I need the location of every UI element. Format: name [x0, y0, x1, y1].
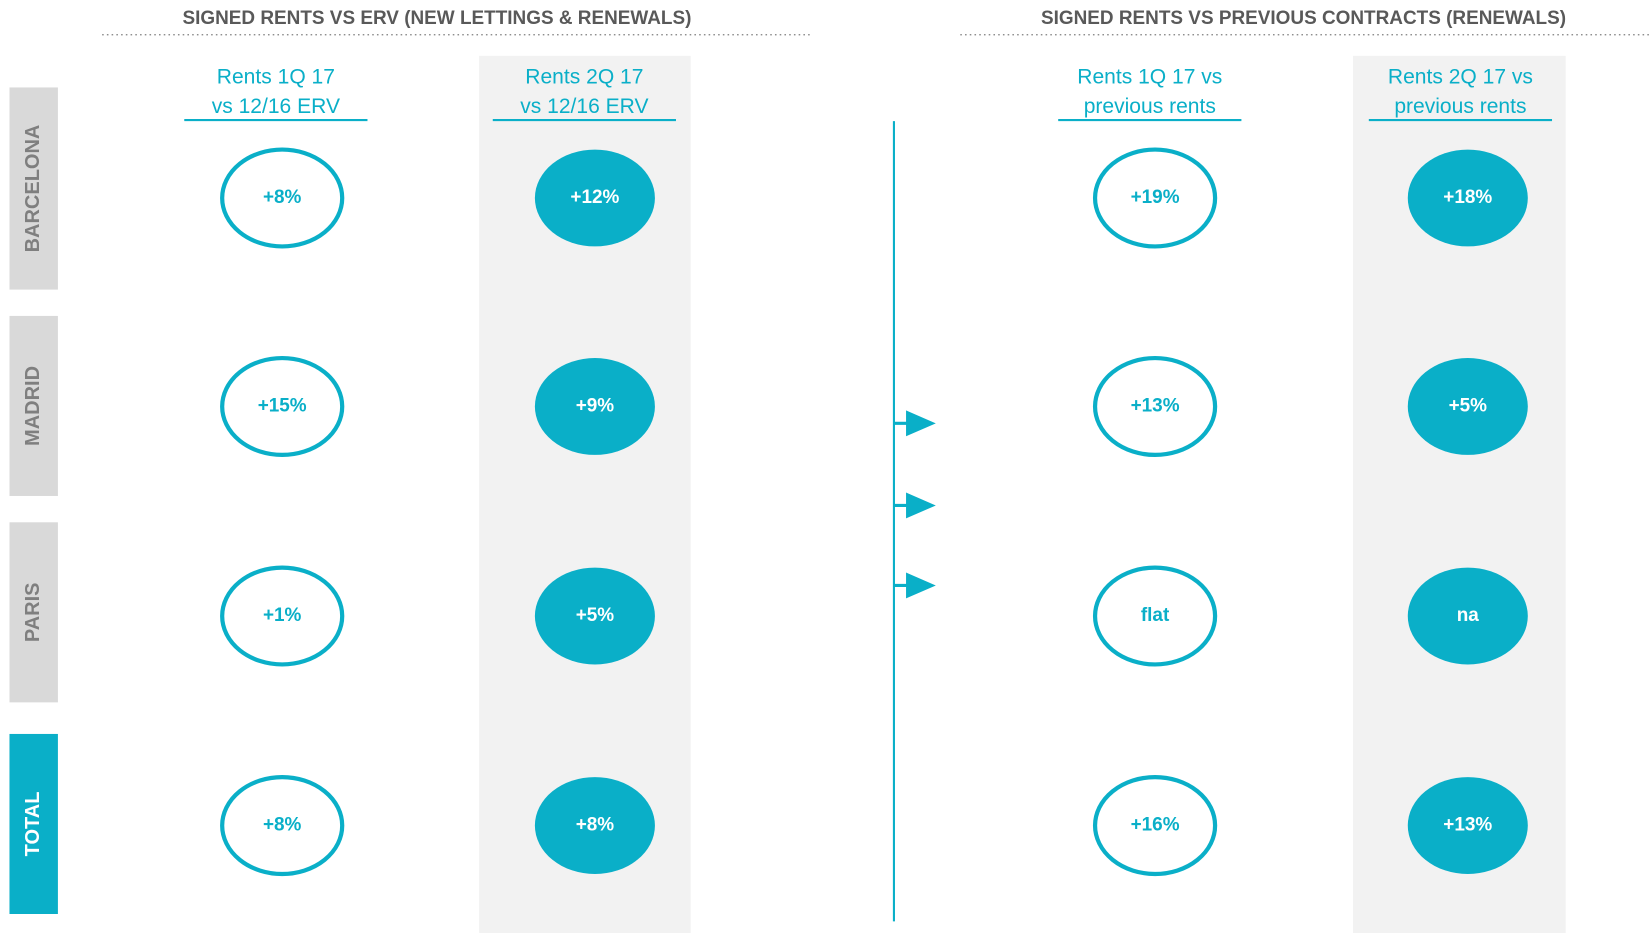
- outlined-bubble: [1092, 565, 1218, 667]
- filled-bubble: [534, 149, 655, 247]
- bubble-value: +19%: [1131, 187, 1180, 208]
- arrow-head: [906, 492, 936, 519]
- filled-bubble: [534, 777, 655, 874]
- filled-bubble: [534, 567, 655, 665]
- bubble-value: +8%: [263, 187, 302, 208]
- outlined-bubble: [220, 775, 345, 877]
- bubble-value: +9%: [576, 395, 615, 416]
- bubble-value: +13%: [1131, 395, 1180, 416]
- bubble-value: flat: [1141, 605, 1170, 626]
- bubble-value: +13%: [1443, 815, 1492, 836]
- bubble-value: na: [1457, 605, 1480, 626]
- bubble-value: +8%: [263, 815, 302, 836]
- outlined-bubble: [1092, 355, 1218, 458]
- bubble-value: +5%: [576, 605, 615, 626]
- outlined-bubble: [220, 565, 345, 667]
- arrows: [893, 410, 936, 599]
- bubble-value: +12%: [570, 187, 619, 208]
- column-header: vs 12/16 ERV: [212, 95, 340, 118]
- filled-bubble: [534, 358, 655, 455]
- filled-bubble: [1407, 777, 1528, 874]
- section-title: SIGNED RENTS VS PREVIOUS CONTRACTS (RENE…: [1041, 8, 1566, 29]
- column-header: Rents 1Q 17: [217, 66, 335, 89]
- column-header: vs 12/16 ERV: [520, 95, 648, 118]
- bubble-value: +1%: [263, 605, 302, 626]
- bubble-value: +16%: [1131, 815, 1180, 836]
- row-label: BARCELONA: [22, 125, 44, 253]
- row-label: TOTAL: [22, 792, 44, 857]
- row-label-box: [9, 733, 58, 914]
- column-header: Rents 1Q 17 vs: [1077, 66, 1222, 89]
- column-header: previous rents: [1084, 95, 1216, 118]
- row-label-box: [9, 522, 58, 703]
- bubble-value: +15%: [258, 395, 307, 416]
- row-label-box: [9, 87, 58, 290]
- outlined-bubble: [220, 147, 345, 249]
- arrow-head: [906, 572, 936, 599]
- column-header: previous rents: [1394, 95, 1526, 118]
- outlined-bubble: [1092, 147, 1218, 249]
- row-label: MADRID: [22, 366, 44, 446]
- column-header: Rents 2Q 17 vs: [1388, 66, 1533, 89]
- outlined-bubble: [220, 355, 345, 458]
- filled-bubble: [1407, 567, 1528, 665]
- filled-bubble: [1407, 149, 1528, 247]
- outlined-bubble: [1092, 775, 1218, 877]
- row-label-box: [9, 315, 58, 496]
- section-title: SIGNED RENTS VS ERV (NEW LETTINGS & RENE…: [183, 8, 692, 29]
- bubble-value: +8%: [576, 815, 615, 836]
- filled-bubble: [1407, 358, 1528, 455]
- column-header: Rents 2Q 17: [525, 66, 643, 89]
- arrow-head: [906, 410, 936, 437]
- bubble-value: +18%: [1443, 187, 1492, 208]
- bubble-value: +5%: [1449, 395, 1488, 416]
- row-label: PARIS: [22, 583, 44, 643]
